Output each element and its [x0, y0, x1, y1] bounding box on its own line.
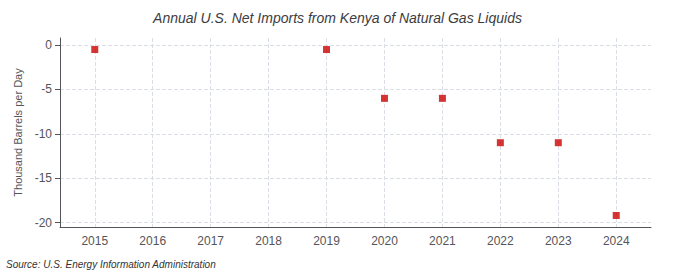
- svg-text:2020: 2020: [371, 234, 398, 248]
- svg-text:Source: U.S. Energy Informatio: Source: U.S. Energy Information Administ…: [6, 259, 216, 270]
- svg-text:2015: 2015: [81, 234, 108, 248]
- svg-text:0: 0: [45, 38, 52, 52]
- svg-text:2019: 2019: [313, 234, 340, 248]
- svg-text:2023: 2023: [545, 234, 572, 248]
- svg-text:Thousand Barrels per Day: Thousand Barrels per Day: [12, 68, 24, 197]
- svg-text:2018: 2018: [255, 234, 282, 248]
- svg-text:Annual U.S. Net Imports from K: Annual U.S. Net Imports from Kenya of Na…: [152, 10, 522, 26]
- svg-text:-20: -20: [35, 216, 53, 230]
- svg-text:2022: 2022: [487, 234, 514, 248]
- svg-text:-10: -10: [35, 127, 53, 141]
- svg-text:2021: 2021: [429, 234, 456, 248]
- svg-text:2016: 2016: [139, 234, 166, 248]
- svg-text:2017: 2017: [197, 234, 224, 248]
- svg-text:-15: -15: [35, 171, 53, 185]
- svg-text:2024: 2024: [603, 234, 630, 248]
- svg-text:-5: -5: [41, 82, 52, 96]
